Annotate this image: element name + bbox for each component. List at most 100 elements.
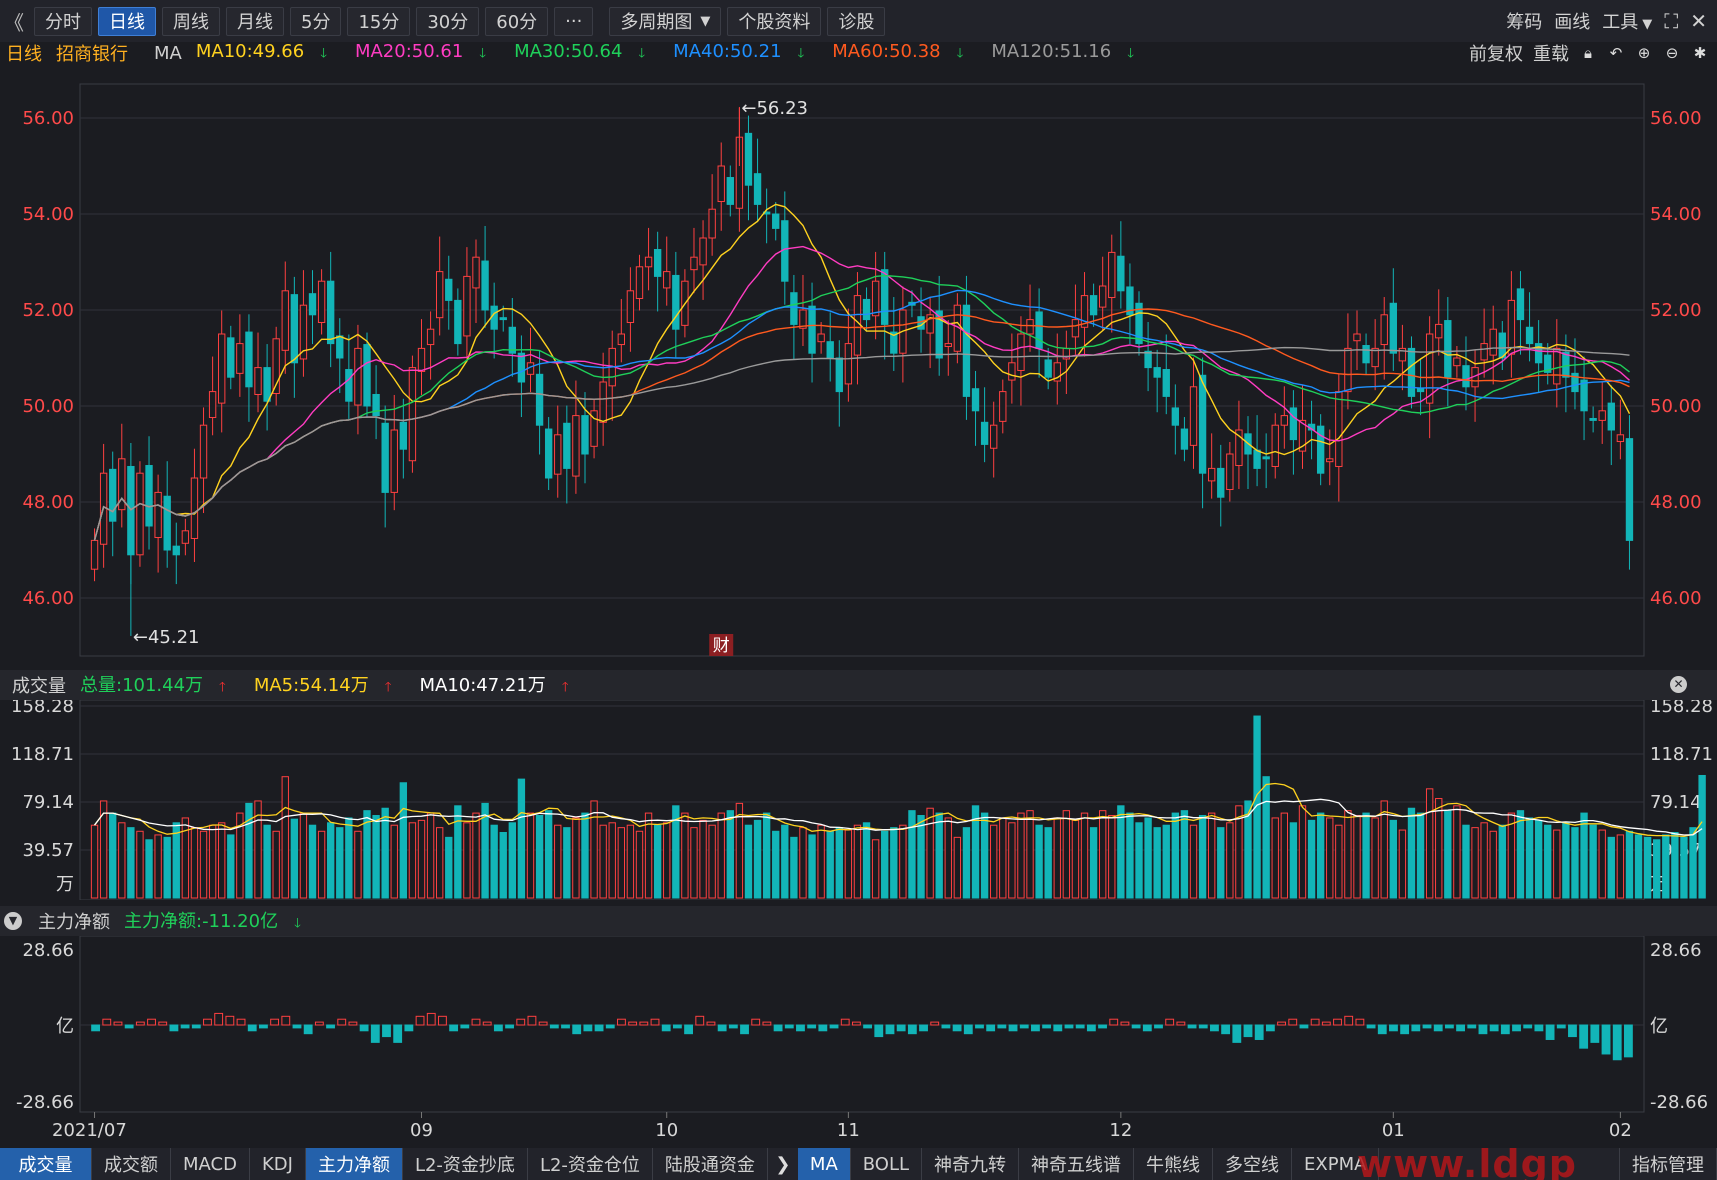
adjust-button[interactable]: 前复权 bbox=[1469, 44, 1523, 65]
multi-period-button[interactable]: 多周期图 ▼ bbox=[609, 6, 722, 36]
candle bbox=[472, 239, 480, 323]
stock-name[interactable]: 招商银行 bbox=[56, 44, 128, 65]
flow-bar bbox=[203, 1018, 212, 1026]
flow-bar bbox=[225, 1015, 235, 1026]
candle bbox=[899, 286, 907, 383]
candle bbox=[1389, 268, 1397, 371]
volume-bar bbox=[1507, 812, 1516, 899]
volume-bar bbox=[1062, 810, 1071, 899]
flow-bar bbox=[885, 1024, 895, 1035]
flow-bar bbox=[348, 1021, 358, 1026]
chevron-right-icon[interactable]: ❯ bbox=[775, 1153, 791, 1175]
period-button[interactable]: 30分 bbox=[416, 6, 480, 36]
indicator-tab[interactable]: L2-资金抄底 bbox=[403, 1148, 528, 1180]
period-button[interactable]: ··· bbox=[554, 6, 594, 36]
reload-button[interactable]: 重载 bbox=[1533, 44, 1569, 65]
period-button[interactable]: 周线 bbox=[162, 6, 220, 36]
indicator-tab[interactable]: MACD bbox=[171, 1148, 250, 1180]
indicator-tab[interactable]: KDJ bbox=[250, 1148, 306, 1180]
collapse-icon[interactable]: ▼ bbox=[4, 912, 22, 930]
close-icon[interactable]: ✕ bbox=[1690, 9, 1707, 33]
zoom-in-icon[interactable]: ⊕ bbox=[1637, 44, 1651, 62]
candle bbox=[1126, 263, 1134, 345]
indicator-tab[interactable]: EXPMA bbox=[1292, 1148, 1380, 1180]
volume-bar bbox=[1480, 822, 1488, 899]
flow-bar bbox=[919, 1024, 928, 1032]
volume-bar bbox=[1044, 827, 1052, 899]
period-button[interactable]: 分时 bbox=[34, 6, 92, 36]
indicator-tab[interactable]: MA bbox=[797, 1148, 851, 1180]
diagnose-button[interactable]: 诊股 bbox=[827, 6, 886, 36]
volume-chart[interactable]: 158.28158.28118.71118.7179.1479.1439.573… bbox=[0, 700, 1717, 900]
finance-marker[interactable]: 财 bbox=[713, 636, 730, 656]
flow-bar bbox=[851, 1021, 861, 1026]
indicator-tab[interactable]: 主力净额 bbox=[305, 1148, 403, 1180]
indicator-tab[interactable]: BOLL bbox=[851, 1148, 923, 1180]
period-button[interactable]: 日线 bbox=[98, 6, 156, 36]
indicator-tab[interactable]: 神奇九转 bbox=[922, 1148, 1020, 1180]
volume-bar bbox=[1571, 827, 1579, 899]
candle bbox=[399, 398, 408, 479]
candle bbox=[699, 220, 707, 300]
close-icon[interactable]: ✕ bbox=[1670, 676, 1687, 693]
chips-button[interactable]: 筹码 bbox=[1506, 12, 1543, 33]
candle bbox=[1462, 336, 1470, 411]
candle bbox=[1080, 272, 1089, 357]
volume-bar bbox=[844, 829, 853, 899]
candlestick-chart[interactable]: 56.00 56.00 54.00 54.00 52.00 52.00 50.00 50.00… bbox=[0, 64, 1717, 664]
candle bbox=[708, 174, 716, 256]
volume-bar bbox=[690, 827, 698, 899]
settings-icon[interactable]: ✱ bbox=[1693, 44, 1707, 62]
volume-bar bbox=[1544, 824, 1552, 899]
flow-bar bbox=[270, 1018, 280, 1026]
volume-bar bbox=[118, 822, 126, 899]
draw-line-button[interactable]: 画线 bbox=[1554, 12, 1591, 33]
indicator-tab[interactable]: 成交额 bbox=[92, 1148, 171, 1180]
indicator-name[interactable]: MA bbox=[154, 42, 182, 64]
zoom-out-icon[interactable]: ⊖ bbox=[1665, 44, 1679, 62]
candle bbox=[1044, 347, 1052, 390]
volume-bar bbox=[1117, 805, 1125, 899]
candle bbox=[1580, 356, 1588, 441]
volume-bar bbox=[871, 839, 880, 899]
volume-bar bbox=[608, 822, 616, 899]
indicator-tab[interactable]: 神奇五线谱 bbox=[1019, 1148, 1135, 1180]
finance-marker-bg[interactable] bbox=[709, 634, 734, 656]
candle bbox=[1062, 330, 1071, 394]
flow-bar bbox=[460, 1024, 470, 1029]
period-button[interactable]: 月线 bbox=[226, 6, 284, 36]
candle bbox=[980, 387, 989, 463]
candle bbox=[236, 314, 244, 397]
candle bbox=[1344, 313, 1352, 410]
main-force-chart[interactable]: 28.66 28.66 -28.66 -28.66 亿 亿 2021/07 09 10 11 12 0… bbox=[0, 936, 1717, 1148]
indicator-tab[interactable]: 牛熊线 bbox=[1134, 1148, 1214, 1180]
indicator-tab[interactable]: 多空线 bbox=[1213, 1148, 1293, 1180]
collapse-left-icon[interactable]: 《 bbox=[4, 10, 24, 35]
flow-bar bbox=[1500, 1024, 1510, 1035]
volume-bar bbox=[1071, 819, 1080, 899]
candle bbox=[690, 227, 698, 294]
volume-bar bbox=[1553, 829, 1561, 899]
candle bbox=[1108, 234, 1116, 333]
period-button[interactable]: 5分 bbox=[290, 6, 342, 36]
indicator-tab[interactable]: 陆股通资金 bbox=[653, 1148, 768, 1180]
main-force-title[interactable]: 主力净额 bbox=[38, 912, 110, 933]
fullscreen-icon[interactable]: ⛶ bbox=[1664, 9, 1679, 33]
period-button[interactable]: 60分 bbox=[485, 6, 549, 36]
indicator-tab[interactable]: L2-资金仓位 bbox=[528, 1148, 653, 1180]
indicator-tab[interactable]: 成交量 bbox=[0, 1148, 92, 1180]
volume-bar bbox=[1126, 812, 1134, 899]
volume-bar bbox=[1680, 836, 1688, 899]
stock-info-button[interactable]: 个股资料 bbox=[727, 6, 822, 36]
volume-bar bbox=[790, 836, 798, 899]
undo-icon[interactable]: ↶ bbox=[1609, 44, 1623, 62]
flow-bar bbox=[661, 1024, 671, 1032]
plot-frame bbox=[79, 83, 1645, 657]
indicator-manage-button[interactable]: 指标管理 bbox=[1619, 1148, 1717, 1180]
tools-button[interactable]: 工具 ▼ bbox=[1602, 8, 1652, 34]
volume-title[interactable]: 成交量 bbox=[12, 676, 66, 697]
lock-icon[interactable]: 🔒︎ bbox=[1584, 44, 1592, 62]
multi-period-label: 多周期图 bbox=[620, 12, 693, 33]
period-button[interactable]: 15分 bbox=[347, 6, 411, 36]
flow-bar bbox=[639, 1021, 649, 1026]
